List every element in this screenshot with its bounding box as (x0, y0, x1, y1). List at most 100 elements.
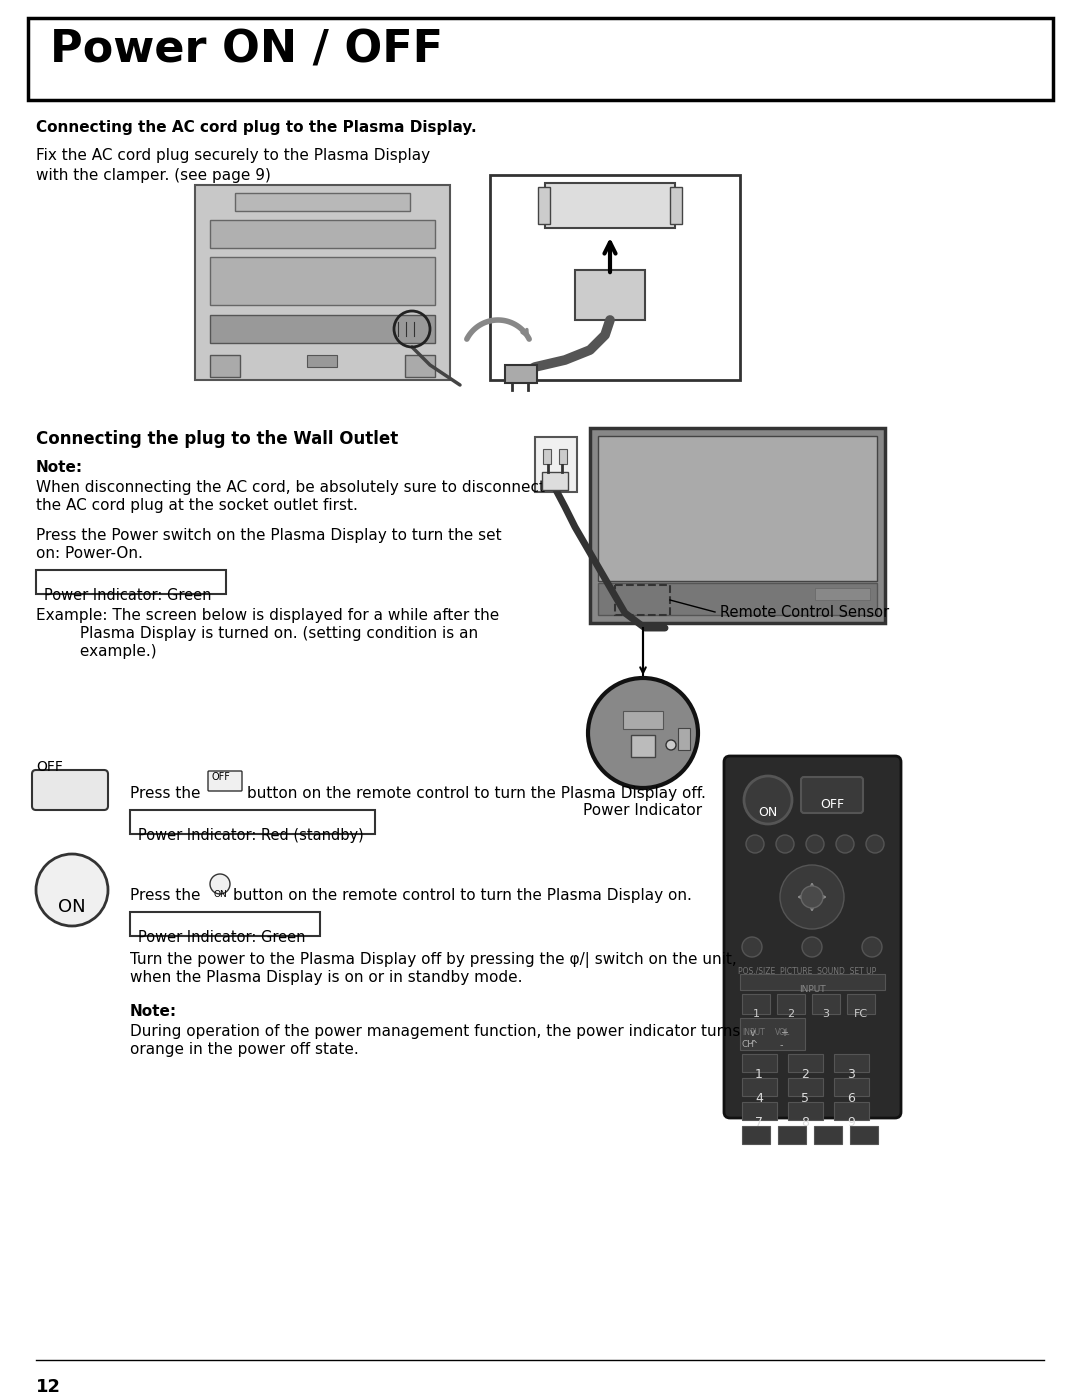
FancyBboxPatch shape (740, 1018, 805, 1051)
FancyBboxPatch shape (742, 1102, 777, 1120)
FancyBboxPatch shape (598, 583, 877, 615)
Circle shape (744, 775, 792, 824)
Text: ON: ON (758, 806, 778, 819)
FancyBboxPatch shape (742, 1078, 777, 1097)
Circle shape (296, 326, 303, 332)
Circle shape (246, 326, 254, 332)
Circle shape (625, 198, 633, 207)
FancyBboxPatch shape (788, 1053, 823, 1071)
Text: When disconnecting the AC cord, be absolutely sure to disconnect: When disconnecting the AC cord, be absol… (36, 481, 545, 495)
FancyBboxPatch shape (130, 912, 320, 936)
FancyBboxPatch shape (28, 18, 1053, 101)
FancyBboxPatch shape (777, 995, 805, 1014)
FancyBboxPatch shape (575, 270, 645, 320)
Text: 2: 2 (787, 1009, 795, 1018)
FancyBboxPatch shape (598, 436, 877, 581)
FancyBboxPatch shape (542, 472, 568, 490)
FancyBboxPatch shape (631, 735, 654, 757)
Circle shape (593, 210, 600, 217)
FancyBboxPatch shape (590, 427, 885, 623)
Circle shape (666, 740, 676, 750)
Text: -: - (780, 1039, 783, 1051)
Text: Connecting the AC cord plug to the Plasma Display.: Connecting the AC cord plug to the Plasm… (36, 120, 476, 136)
Text: ON: ON (213, 890, 227, 900)
Circle shape (593, 189, 600, 197)
FancyBboxPatch shape (742, 995, 770, 1014)
Text: +: + (780, 1028, 788, 1038)
Circle shape (593, 198, 600, 207)
Circle shape (229, 279, 241, 291)
Text: Remote Control Sensor: Remote Control Sensor (720, 605, 889, 620)
FancyBboxPatch shape (678, 728, 690, 750)
Circle shape (221, 326, 229, 332)
Circle shape (609, 189, 617, 197)
FancyBboxPatch shape (778, 1126, 806, 1144)
FancyBboxPatch shape (535, 437, 577, 492)
FancyBboxPatch shape (195, 184, 450, 380)
FancyBboxPatch shape (788, 1078, 823, 1097)
FancyBboxPatch shape (834, 1053, 869, 1071)
FancyBboxPatch shape (405, 355, 435, 377)
Circle shape (249, 279, 261, 291)
Circle shape (561, 210, 569, 217)
Text: Press the: Press the (130, 888, 201, 902)
Text: Connecting the plug to the Wall Outlet: Connecting the plug to the Wall Outlet (36, 430, 399, 448)
Text: Power Indicator: Green: Power Indicator: Green (44, 588, 212, 604)
Text: VOL: VOL (775, 1028, 791, 1037)
FancyBboxPatch shape (210, 219, 435, 249)
Text: button on the remote control to turn the Plasma Display off.: button on the remote control to turn the… (247, 787, 706, 800)
Text: INPUT: INPUT (742, 1028, 765, 1037)
FancyBboxPatch shape (788, 1102, 823, 1120)
Text: Power Indicator: Green: Power Indicator: Green (138, 930, 306, 944)
Text: 1: 1 (753, 1009, 759, 1018)
Circle shape (588, 678, 698, 788)
Text: v: v (750, 1028, 756, 1038)
FancyBboxPatch shape (815, 588, 870, 599)
Text: 12: 12 (36, 1377, 60, 1396)
Circle shape (801, 886, 823, 908)
Text: the AC cord plug at the socket outlet first.: the AC cord plug at the socket outlet fi… (36, 497, 357, 513)
Text: OFF: OFF (212, 773, 231, 782)
FancyBboxPatch shape (490, 175, 740, 380)
FancyBboxPatch shape (742, 1126, 770, 1144)
FancyBboxPatch shape (801, 777, 863, 813)
FancyBboxPatch shape (32, 770, 108, 810)
FancyBboxPatch shape (235, 193, 410, 211)
Text: 3: 3 (823, 1009, 829, 1018)
Text: OFF: OFF (820, 798, 845, 812)
Circle shape (427, 279, 437, 291)
FancyBboxPatch shape (834, 1102, 869, 1120)
Text: 7: 7 (755, 1116, 762, 1129)
Circle shape (210, 875, 230, 894)
Text: orange in the power off state.: orange in the power off state. (130, 1042, 359, 1058)
Circle shape (625, 189, 633, 197)
FancyBboxPatch shape (623, 711, 663, 729)
FancyBboxPatch shape (559, 448, 567, 464)
FancyBboxPatch shape (834, 1078, 869, 1097)
FancyBboxPatch shape (724, 756, 901, 1118)
Text: ON: ON (58, 898, 85, 916)
Text: when the Plasma Display is on or in standby mode.: when the Plasma Display is on or in stan… (130, 970, 523, 985)
Circle shape (427, 310, 437, 320)
FancyBboxPatch shape (850, 1126, 878, 1144)
Text: POS./SIZE  PICTURE  SOUND  SET UP: POS./SIZE PICTURE SOUND SET UP (738, 967, 876, 977)
Circle shape (609, 210, 617, 217)
Text: 2: 2 (801, 1067, 809, 1081)
Text: 8: 8 (801, 1116, 809, 1129)
Text: Power ON / OFF: Power ON / OFF (50, 29, 443, 73)
Circle shape (36, 854, 108, 926)
Text: During operation of the power management function, the power indicator turns: During operation of the power management… (130, 1024, 741, 1039)
Circle shape (271, 326, 279, 332)
Circle shape (577, 210, 585, 217)
Text: Power Indicator: Red (standby): Power Indicator: Red (standby) (138, 828, 364, 842)
Circle shape (561, 189, 569, 197)
Text: button on the remote control to turn the Plasma Display on.: button on the remote control to turn the… (233, 888, 692, 902)
Text: POWER: POWER (627, 719, 659, 729)
FancyBboxPatch shape (505, 365, 537, 383)
FancyBboxPatch shape (208, 771, 242, 791)
Text: 4: 4 (755, 1092, 762, 1105)
FancyBboxPatch shape (812, 995, 840, 1014)
Text: 6: 6 (847, 1092, 855, 1105)
Circle shape (806, 835, 824, 854)
FancyBboxPatch shape (210, 314, 435, 344)
